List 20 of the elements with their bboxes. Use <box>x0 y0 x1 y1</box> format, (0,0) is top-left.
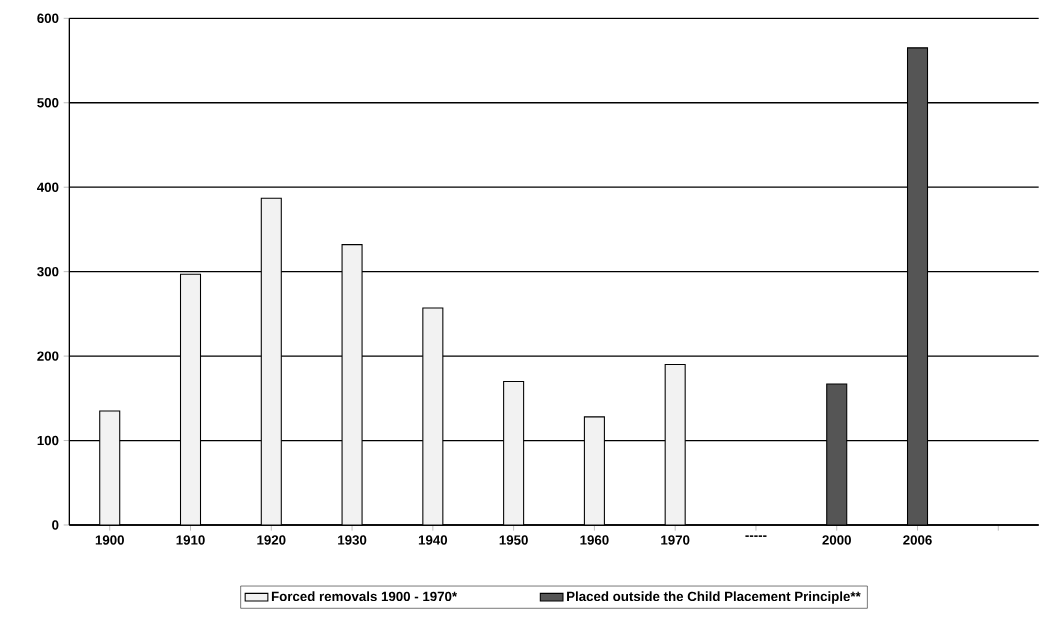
legend-label: Placed outside the Child Placement Principle** <box>567 591 861 604</box>
y-tick-label: 400 <box>37 182 59 192</box>
y-tick-label: 500 <box>37 98 59 108</box>
x-tick-label: 1930 <box>338 535 367 545</box>
x-tick-label: 1900 <box>95 535 124 545</box>
y-tick-label: 100 <box>37 435 59 446</box>
y-tick-label: 300 <box>37 266 59 277</box>
x-tick-label: 1910 <box>176 535 205 545</box>
x-tick-label: ----- <box>745 535 767 537</box>
x-tick-label: 2006 <box>903 535 932 545</box>
x-tick-label: 1950 <box>499 535 528 545</box>
x-tick-label: 1960 <box>580 535 609 545</box>
y-tick-label: 0 <box>52 520 59 530</box>
legend-label: Forced removals 1900 - 1970* <box>271 591 458 602</box>
x-tick-label: 2000 <box>822 535 851 545</box>
x-tick-label: 1970 <box>661 535 690 545</box>
y-tick-label: 600 <box>37 13 59 24</box>
x-tick-label: 1940 <box>418 535 448 545</box>
y-tick-label: 200 <box>37 351 59 361</box>
x-tick-label: 1920 <box>257 535 286 545</box>
